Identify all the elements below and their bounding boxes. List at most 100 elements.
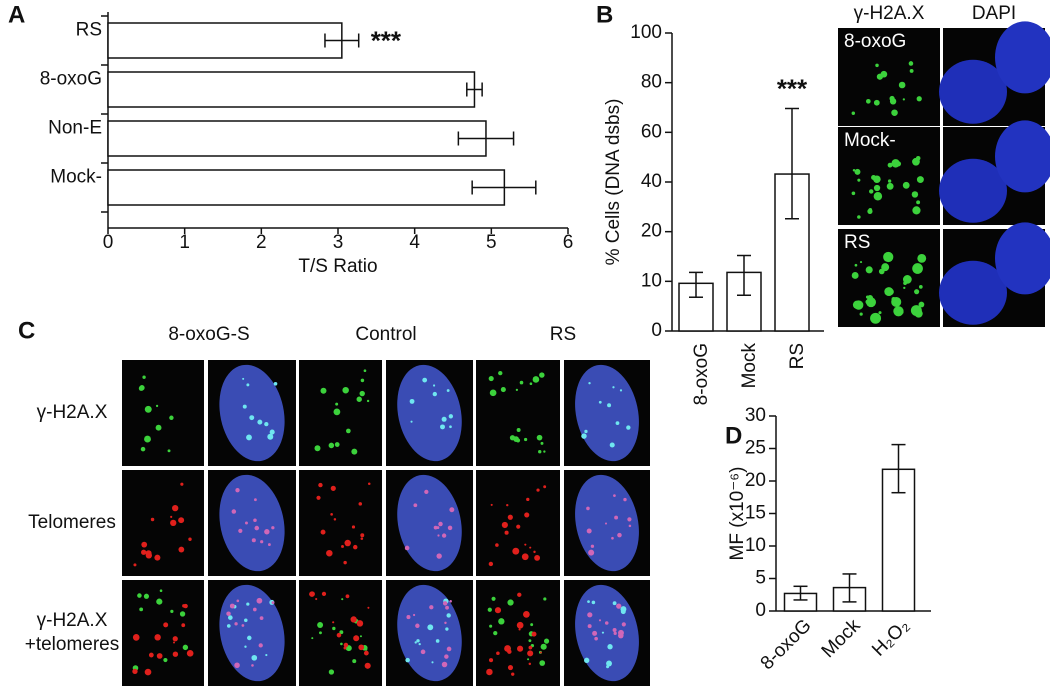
focus-dot (539, 651, 542, 654)
focus-dot (918, 301, 925, 308)
focus-dot (319, 631, 322, 635)
focus-dot (917, 253, 927, 263)
focus-dot (912, 206, 921, 215)
image-row-label: RS (844, 232, 870, 253)
focus-dot (506, 504, 509, 507)
focus-dot (442, 601, 448, 606)
focus-dot (517, 645, 524, 652)
focus-dot (615, 421, 620, 425)
focus-dot (584, 429, 588, 434)
focus-dot (598, 619, 602, 622)
image-frame (838, 127, 940, 225)
image-frame (476, 580, 560, 686)
focus-dot (912, 157, 920, 166)
focus-dot (246, 383, 250, 387)
focus-dot (155, 424, 162, 431)
focus-dot (891, 159, 900, 168)
focus-dot (488, 375, 494, 382)
y-tick-label: Non-E (48, 118, 102, 139)
focus-dot (144, 435, 151, 443)
focus-dot (873, 184, 881, 192)
image-column-label: 8-oxoG-S (168, 324, 249, 345)
image-row-label: Telomeres (28, 512, 116, 533)
focus-dot (501, 521, 508, 529)
focus-dot (609, 442, 615, 448)
focus-dot (587, 600, 590, 604)
focus-dot (866, 98, 871, 104)
focus-dot (418, 642, 421, 646)
focus-dot (543, 485, 547, 489)
focus-dot (422, 377, 428, 383)
focus-dot (438, 521, 443, 527)
error-bar (324, 33, 360, 48)
focus-dot (628, 524, 632, 528)
focus-dot (612, 628, 617, 633)
focus-dot (887, 179, 892, 183)
y-tick-label: Mock- (50, 167, 102, 188)
focus-dot (137, 593, 142, 598)
focus-dot (859, 312, 863, 316)
focus-dot (893, 306, 904, 317)
focus-dot (405, 657, 410, 663)
focus-dot (540, 643, 547, 650)
nucleus (219, 584, 285, 682)
focus-dot (619, 389, 623, 392)
focus-dot (515, 388, 519, 391)
image-row-label: 8-oxoG (844, 31, 906, 52)
focus-dot (873, 175, 881, 184)
focus-dot (360, 378, 365, 383)
x-tick-label: 2 (256, 232, 267, 253)
focus-dot (315, 597, 318, 601)
focus-dot (179, 611, 186, 617)
focus-dot (540, 441, 544, 445)
x-tick-label: H₂O₂ (868, 615, 913, 660)
focus-dot (851, 272, 859, 279)
image-column-label: γ-H2A.X (854, 3, 925, 24)
error-bar (466, 82, 483, 97)
image-frame (476, 360, 560, 466)
focus-dot (870, 312, 882, 324)
x-axis-label: T/S Ratio (298, 256, 377, 277)
focus-dot (586, 506, 590, 511)
focus-dot (246, 602, 250, 606)
focus-dot (258, 643, 263, 648)
y-tick-label: 20 (745, 470, 766, 491)
focus-dot (623, 497, 627, 502)
focus-dot (140, 446, 146, 452)
focus-dot (144, 405, 152, 413)
nucleus (995, 222, 1050, 295)
error-bar (471, 180, 537, 195)
image-row-label: Mock- (844, 130, 896, 151)
x-tick-label: 8-oxoG (691, 343, 712, 405)
focus-dot (614, 515, 619, 520)
focus-dot (491, 596, 496, 601)
focus-dot (533, 550, 536, 554)
focus-dot (253, 498, 257, 502)
image-row-label: γ-H2A.X (37, 402, 108, 423)
focus-dot (606, 665, 610, 669)
focus-dot (358, 644, 365, 651)
focus-dot (406, 615, 411, 620)
focus-dot (432, 391, 437, 397)
bar (107, 169, 506, 206)
y-tick-label: 40 (641, 171, 662, 192)
focus-dot (527, 658, 530, 661)
focus-dot (229, 603, 235, 609)
focus-dot (851, 191, 856, 196)
nucleus (939, 260, 1007, 325)
focus-dot (318, 482, 323, 488)
panel-letter: D (725, 422, 742, 449)
focus-dot (309, 591, 315, 597)
nucleus (995, 21, 1050, 94)
focus-dot (616, 603, 622, 609)
focus-dot (231, 509, 237, 514)
image-column-label: Control (355, 324, 416, 345)
focus-dot (519, 380, 524, 385)
focus-dot (448, 414, 454, 419)
focus-dot (530, 623, 534, 627)
y-tick-label: 5 (755, 568, 766, 589)
focus-dot (356, 396, 362, 402)
focus-dot (607, 644, 613, 650)
focus-dot (865, 266, 873, 274)
y-tick-label: 80 (641, 72, 662, 93)
